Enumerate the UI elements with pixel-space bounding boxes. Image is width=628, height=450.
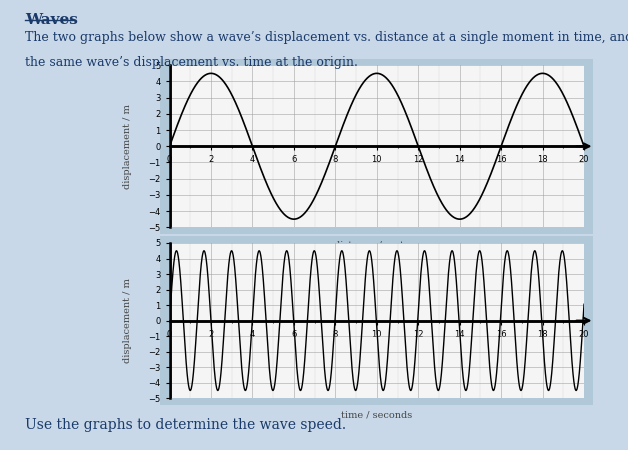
Y-axis label: displacement / m: displacement / m: [123, 104, 133, 189]
Text: Waves: Waves: [25, 14, 78, 27]
X-axis label: time / seconds: time / seconds: [341, 411, 413, 420]
Text: Use the graphs to determine the wave speed.: Use the graphs to determine the wave spe…: [25, 418, 346, 432]
Text: the same wave’s displacement vs. time at the origin.: the same wave’s displacement vs. time at…: [25, 56, 358, 69]
Y-axis label: displacement / m: displacement / m: [123, 278, 133, 363]
X-axis label: distance / meters: distance / meters: [334, 240, 420, 249]
Text: The two graphs below show a wave’s displacement vs. distance at a single moment : The two graphs below show a wave’s displ…: [25, 32, 628, 45]
